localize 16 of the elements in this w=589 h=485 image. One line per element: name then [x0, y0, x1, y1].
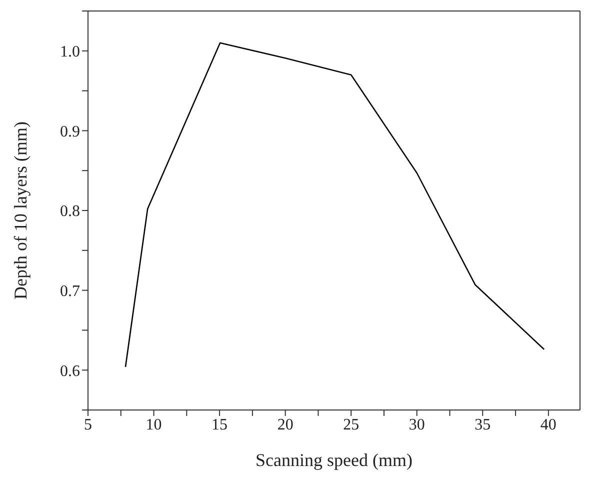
- x-tick-label: 5: [84, 416, 92, 434]
- x-axis-title: Scanning speed (mm): [256, 450, 412, 470]
- y-tick-label: 0.6: [60, 362, 80, 380]
- x-tick-label: 20: [277, 416, 294, 434]
- x-tick-label: 15: [212, 416, 228, 434]
- y-axis-title: Depth of 10 layers (mm): [10, 122, 30, 300]
- x-tick-label: 35: [474, 416, 491, 434]
- y-tick-label: 0.9: [60, 123, 80, 140]
- y-tick-label: 1.0: [60, 44, 80, 61]
- y-tick-label: 0.8: [60, 203, 80, 220]
- line-series: [124, 42, 545, 368]
- x-tick-label: 25: [343, 416, 360, 434]
- x-tick-label: 30: [408, 416, 425, 434]
- x-tick-label: 40: [540, 416, 556, 434]
- x-tick-label: 10: [146, 416, 162, 434]
- y-tick-label: 0.7: [60, 282, 80, 300]
